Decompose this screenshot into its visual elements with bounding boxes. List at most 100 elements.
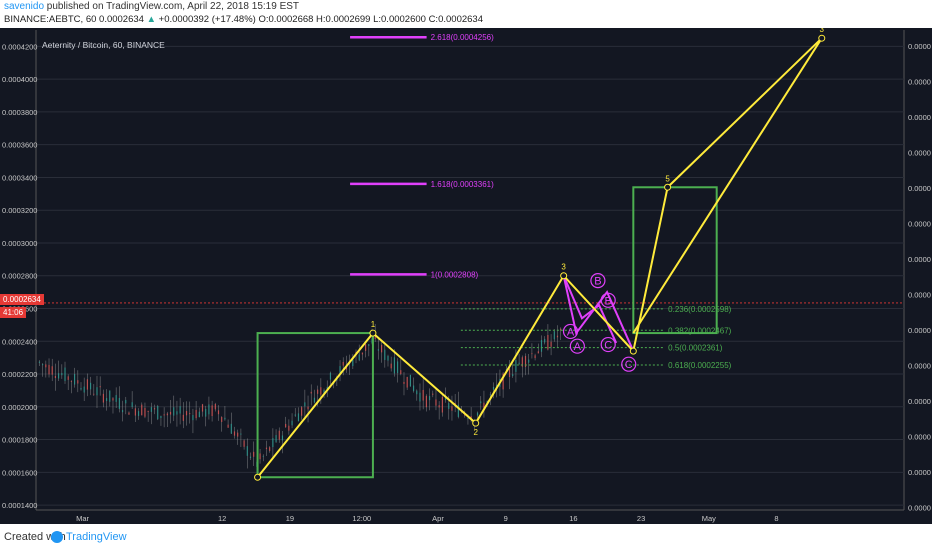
candle-body [412,385,415,392]
candle-body [221,416,223,422]
wave-circle-label: A [574,341,582,353]
fib-level-label: 0.618(0.0002255) [668,361,732,370]
wave-circle-marker [600,336,616,353]
current-price-tag: 0.0002634 [0,294,44,305]
candle-body [457,404,459,417]
candle-body [208,404,210,415]
candle-body [141,404,143,416]
footer: Created with TradingView [0,526,932,550]
candle-body [240,433,242,435]
candle-body [451,406,453,411]
fib-level-label: 0.236(0.0002598) [668,305,732,314]
candle-body [358,354,360,361]
candle-body [58,373,60,379]
right-tick-label: 0.0000 [908,468,931,477]
candle-body [419,392,421,402]
price-change: +0.0000392 (+17.48%) [158,14,256,25]
candle-body [406,376,408,388]
x-tick-label: May [702,514,716,523]
candle-body [125,399,127,404]
candle-body [307,406,309,410]
candle-body [540,340,543,352]
right-tick-label: 0.0000 [908,255,931,264]
candle-body [317,389,319,394]
tradingview-link[interactable]: TradingView [66,531,127,543]
symbol-label: BINANCE:AEBTC, 60 [4,14,97,25]
candle-body [323,390,325,394]
candle-body [80,388,82,390]
x-tick-label: Mar [76,514,89,523]
candle-body [93,393,95,395]
candle-body [281,435,284,441]
candle-body [38,361,41,363]
wave-point [472,419,480,427]
candle-body [381,344,383,353]
candle-body [237,432,239,437]
candle-body [448,403,450,409]
x-tick-label: 9 [504,514,508,523]
candle-body [179,406,181,414]
chart-header: savenido published on TradingView.com, A… [0,0,932,28]
wave-point [254,473,262,481]
candle-body [361,352,364,355]
right-tick-label: 0.0000 [908,326,931,335]
candle-body [329,372,332,380]
candle-body [246,446,248,456]
y-tick-label: 0.0003400 [2,173,37,182]
candle-body [368,344,370,346]
candle-body [531,353,533,355]
candle-body [89,382,92,390]
tradingview-logo-icon[interactable] [51,531,63,543]
y-tick-label: 0.0001600 [2,468,37,477]
candle-body [102,393,104,403]
candle-body [528,359,530,363]
candle-body [352,359,354,367]
candle-body [118,397,120,409]
candle-body [128,412,130,415]
y-tick-label: 0.0001400 [2,501,37,510]
candle-body [192,414,194,421]
wave-circle-marker [562,323,579,340]
candle-body [112,398,114,401]
candle-body [150,407,152,412]
extension-label: 1.618(0.0003361) [431,180,495,189]
candle-body [227,424,229,428]
candle-body [182,414,184,421]
wave-circle-marker [600,292,616,308]
candle-body [253,451,255,457]
candle-body [137,411,140,416]
right-tick-label: 0.0000 [908,433,931,442]
candle-body [173,407,175,416]
x-tick-label: 8 [774,514,778,523]
candle-body [560,328,562,331]
candle-body [374,336,376,339]
published-text: published on TradingView.com, April 22, … [44,1,300,12]
candle-body [134,408,136,416]
candle-body [505,369,507,371]
candle-body [166,413,168,416]
chart-area[interactable]: 0.0004200 0.0004000 0.0003800 0.0003600 0.00… [0,28,932,524]
wave-label: 5 [665,174,670,183]
candle-body [297,413,300,422]
candle-body [147,410,149,412]
candle-body [285,423,287,428]
candle-body [387,355,389,361]
y-tick-label: 0.0004000 [2,75,37,84]
candle-body [185,411,188,416]
candle-body [489,394,491,396]
candle-body [454,402,456,405]
candle-body [550,341,552,347]
extension-label: 1(0.0002808) [431,270,479,279]
x-tick-label: 19 [286,514,294,523]
candle-body [313,397,316,403]
candle-body [502,373,504,390]
candle-body [153,408,156,410]
x-tick-label: Apr [432,514,444,523]
candle-body [243,440,245,447]
y-tick-label: 0.0002400 [2,337,37,346]
chart-svg[interactable]: 0.0004200 0.0004000 0.0003800 0.0003600 0.00… [0,28,932,524]
wave-extension [666,37,823,188]
candle-body [214,403,216,410]
candle-body [480,401,482,404]
author-link[interactable]: savenido [4,1,45,12]
